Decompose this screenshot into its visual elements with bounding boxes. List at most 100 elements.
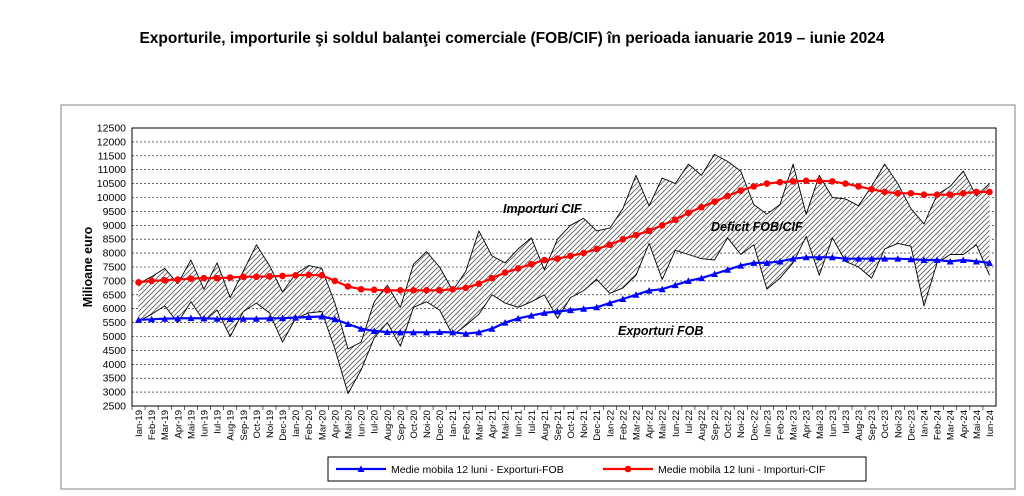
avg-import-point xyxy=(501,269,509,276)
x-tick-label: Ian-24 xyxy=(920,410,931,437)
x-tick-label: Noi-20 xyxy=(422,410,433,438)
avg-import-point xyxy=(881,188,889,196)
avg-export-point xyxy=(894,255,902,262)
avg-export-point xyxy=(776,257,784,265)
y-tick-label: 2500 xyxy=(103,401,127,413)
avg-export-point xyxy=(436,328,444,336)
x-tick-label: Mai-20 xyxy=(344,410,355,439)
avg-import-point xyxy=(907,190,915,197)
avg-export-point xyxy=(881,255,889,262)
avg-import-point xyxy=(894,190,902,197)
avg-import-point xyxy=(239,273,247,281)
x-tick-label: Mar-24 xyxy=(946,410,957,440)
avg-export-point xyxy=(619,295,627,302)
avg-export-point xyxy=(252,315,260,322)
avg-import-point xyxy=(619,235,627,243)
avg-export-point xyxy=(187,314,195,322)
x-tick-label: Mai-24 xyxy=(972,410,983,439)
x-tick-label: Iul-19 xyxy=(213,410,224,434)
avg-export-point xyxy=(331,315,339,323)
x-tick-label: Sep-22 xyxy=(710,410,721,441)
x-tick-label: Dec-21 xyxy=(592,410,603,441)
avg-export-point xyxy=(658,285,666,293)
y-tick-label: 8500 xyxy=(103,234,127,246)
x-tick-label: Ian-21 xyxy=(448,410,459,437)
x-tick-label: Iun-20 xyxy=(357,410,368,437)
avg-import-point xyxy=(514,265,522,272)
avg-export-point xyxy=(697,274,705,282)
y-axis-label: Milioane euro xyxy=(81,226,95,307)
avg-export-point xyxy=(135,316,143,323)
annotation-label: Deficit FOB/CIF xyxy=(711,220,803,234)
x-tick-label: Apr-21 xyxy=(488,410,499,439)
avg-export-point xyxy=(344,320,352,327)
x-tick-label: Iun-19 xyxy=(200,410,211,437)
avg-import-point xyxy=(488,274,496,282)
x-tick-label: Dec-22 xyxy=(749,410,760,441)
avg-import-point xyxy=(541,256,548,264)
series-monthly-exports xyxy=(138,235,990,394)
x-tick-label: Aug-22 xyxy=(697,410,708,441)
x-tick-label: Feb-24 xyxy=(933,410,944,440)
avg-import-point xyxy=(135,278,142,286)
avg-export-point xyxy=(920,256,928,264)
x-tick-label: Iul-23 xyxy=(841,410,852,434)
legend-item-exports-marker xyxy=(357,465,365,472)
x-tick-label: Mai-23 xyxy=(815,410,826,439)
x-tick-label: Dec-23 xyxy=(906,410,917,441)
avg-export-point xyxy=(593,303,601,311)
avg-import-point xyxy=(815,177,823,185)
avg-export-point xyxy=(855,255,863,262)
avg-import-point xyxy=(763,180,771,187)
series-monthly-imports xyxy=(138,153,990,350)
x-tick-label: Noi-22 xyxy=(736,410,747,438)
avg-export-point xyxy=(553,307,561,315)
avg-export-point xyxy=(174,314,182,322)
avg-import-point xyxy=(946,191,954,199)
avg-import-point xyxy=(305,271,313,279)
x-tick-label: Oct-21 xyxy=(566,410,577,439)
x-tick-label: Apr-23 xyxy=(802,410,813,439)
avg-export-point xyxy=(383,328,391,336)
avg-export-point xyxy=(671,281,679,289)
x-tick-label: Oct-23 xyxy=(880,410,891,439)
avg-import-point xyxy=(658,222,666,229)
legend-item-exports-label: Medie mobila 12 luni - Exporturi-FOB xyxy=(391,464,564,476)
y-tick-label: 6500 xyxy=(103,289,127,301)
x-tick-label: Apr-20 xyxy=(330,410,341,439)
avg-export-point xyxy=(789,255,797,262)
avg-import-point xyxy=(344,283,352,290)
avg-export-point xyxy=(449,328,457,336)
y-tick-labels: 2500 3000 3500 4000 4500 5000 5500 6000 6500 7000… xyxy=(97,123,126,413)
avg-import-point xyxy=(724,192,731,200)
avg-import-point xyxy=(933,191,941,199)
y-tick-label: 9000 xyxy=(103,220,127,232)
avg-import-point xyxy=(200,274,208,282)
avg-import-point xyxy=(698,203,705,211)
x-tick-label: Mar-19 xyxy=(160,410,171,440)
avg-export-point xyxy=(423,328,431,336)
x-tick-label: Dec-20 xyxy=(435,410,446,441)
x-tick-label: Feb-22 xyxy=(618,410,629,440)
x-tick-label: Noi-23 xyxy=(893,410,904,438)
x-tick-label: Dec-19 xyxy=(278,410,289,441)
avg-export-point xyxy=(488,325,496,332)
avg-export-point xyxy=(868,255,876,262)
avg-import-point xyxy=(593,245,601,253)
avg-import-point xyxy=(449,285,457,293)
y-tick-label: 5000 xyxy=(103,331,127,343)
avg-export-point xyxy=(213,315,221,322)
avg-export-point xyxy=(763,259,771,266)
x-tick-label: Iun-22 xyxy=(671,410,682,437)
avg-export-point xyxy=(737,262,745,269)
y-tick-label: 10000 xyxy=(97,192,126,204)
avg-export-point xyxy=(357,325,365,332)
x-tick-label: Mai-22 xyxy=(658,410,669,439)
avg-import-point xyxy=(383,287,391,294)
avg-import-point xyxy=(410,287,417,294)
avg-export-point xyxy=(148,315,156,323)
avg-export-point xyxy=(462,330,470,337)
avg-import-point xyxy=(776,178,784,186)
avg-import-point xyxy=(357,285,365,293)
